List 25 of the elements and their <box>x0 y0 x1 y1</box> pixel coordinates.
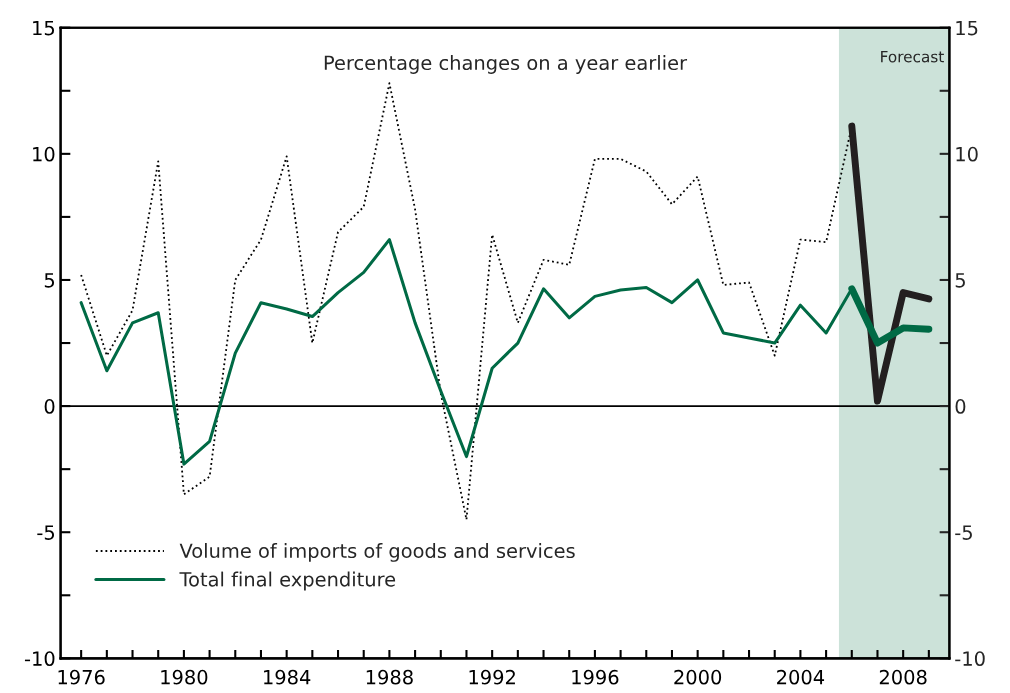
legend-label: Volume of imports of goods and services <box>179 543 575 562</box>
x-tick-label: 1992 <box>469 669 515 685</box>
x-tick-label: 1980 <box>161 669 208 685</box>
x-tick-label: 2000 <box>674 669 722 685</box>
y-tick-label: -10 <box>24 651 55 667</box>
y-tick-label: 0 <box>44 399 55 414</box>
y2-tick-label: -5 <box>955 525 972 540</box>
text: Percentage changes on a year earlier <box>324 55 688 74</box>
y-tick-label: 5 <box>44 273 55 288</box>
x-tick-label: 2008 <box>879 669 927 685</box>
x-tick-label: 1996 <box>572 669 619 685</box>
y2-tick-label: 10 <box>956 146 978 162</box>
band-label: Forecast <box>881 51 944 63</box>
y2-tick-label: 15 <box>956 20 978 36</box>
y-tick-label: 15 <box>33 20 55 36</box>
y-tick-label: 10 <box>33 146 55 162</box>
y2-tick-label: 0 <box>955 399 966 414</box>
y2-tick-label: -10 <box>955 651 985 667</box>
y-tick-label: -5 <box>37 525 55 540</box>
y2-tick-label: 5 <box>955 273 965 288</box>
x-tick-label: 1976 <box>58 669 105 685</box>
x-tick-label: 1988 <box>366 669 413 685</box>
legend-label: Total final expenditure <box>179 571 396 591</box>
x-tick-label: 1984 <box>264 669 311 685</box>
x-tick-label: 2004 <box>777 669 825 685</box>
